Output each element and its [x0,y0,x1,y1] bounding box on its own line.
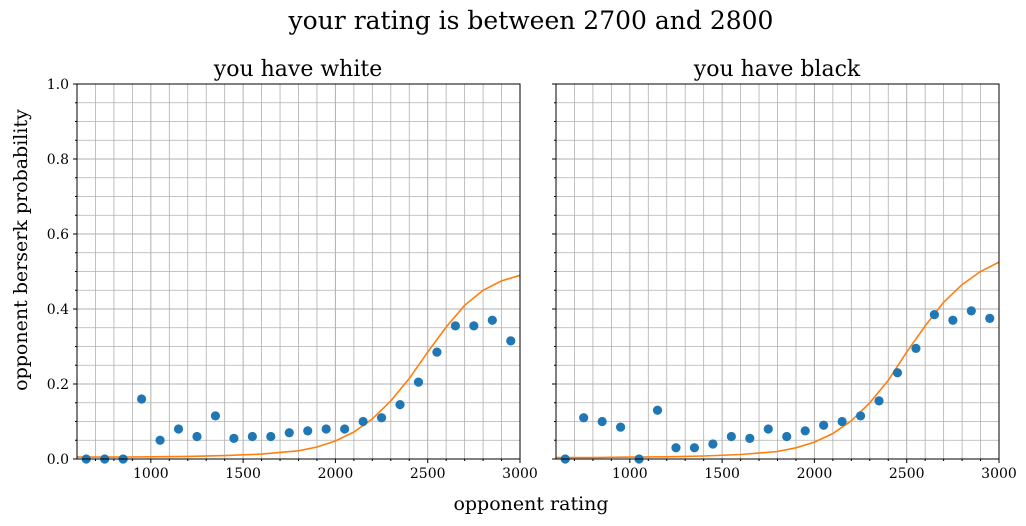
data-point [837,416,847,427]
x-tick-label: 3000 [502,466,538,482]
data-point [782,431,792,442]
y-axis-label: opponent berserk probability [10,109,32,391]
data-point [469,321,479,331]
y-tick-label: 0.0 [47,452,69,468]
x-tick-label: 2000 [797,466,833,482]
y-tick-label: 0.6 [47,227,69,243]
data-point [173,424,184,434]
fit-curve [77,274,521,458]
y-tick-label: 1.0 [47,77,69,93]
panel-white: you have white 1000 1500 2000 2500 3000 0.0 0.… [47,57,538,482]
data-point [506,336,516,346]
x-tick-label: 1500 [704,466,740,482]
data-point [358,416,368,427]
data-point [726,431,736,442]
data-point [985,313,995,323]
data-point [487,315,497,325]
data-point [652,405,663,415]
data-point [745,433,755,443]
data-point [376,413,387,423]
y-tick-label: 0.4 [47,302,69,318]
data-point [689,443,700,453]
data-point [763,424,773,434]
data-point [192,431,202,442]
x-tick-label: 3000 [981,466,1017,482]
data-point [966,306,976,316]
x-tick-label: 1500 [225,466,261,482]
data-point [303,426,313,436]
data-point [266,431,276,442]
data-point [911,343,921,353]
data-point [597,416,607,427]
grid [556,84,999,459]
data-point [929,310,939,320]
panel-black: you have black 1000 1500 2000 2500 3000 [552,57,1017,482]
data-point [800,426,810,436]
y-tick-label: 0.2 [47,377,69,393]
data-point [284,428,294,438]
x-tick-label: 1000 [612,466,648,482]
data-point [247,431,257,442]
x-tick-label: 2500 [410,466,446,482]
panel-title-black: you have black [693,57,861,82]
data-point [892,368,903,378]
figure-suptitle: your rating is between 2700 and 2800 [288,6,774,35]
data-point [395,400,405,410]
grid [77,84,520,459]
data-point [855,411,866,421]
data-point [432,347,442,357]
fit-curve [556,261,1000,459]
data-point [155,435,165,445]
y-tick-label: 0.8 [47,152,69,168]
data-point [874,396,884,406]
data-point [340,424,350,434]
data-point [579,413,589,423]
data-point [229,433,239,443]
x-tick-label: 2500 [889,466,925,482]
data-point [708,439,718,449]
data-point [321,424,331,434]
data-point [819,420,829,430]
panel-title-white: you have white [213,57,382,82]
data-point [616,422,626,432]
data-point [137,394,147,404]
data-point [413,377,424,387]
x-axis-label: opponent rating [453,493,608,515]
x-tick-label: 2000 [318,466,354,482]
data-point [671,443,681,453]
data-point [948,315,958,325]
data-point [210,411,221,421]
x-tick-label: 1000 [133,466,169,482]
data-point [450,321,460,331]
